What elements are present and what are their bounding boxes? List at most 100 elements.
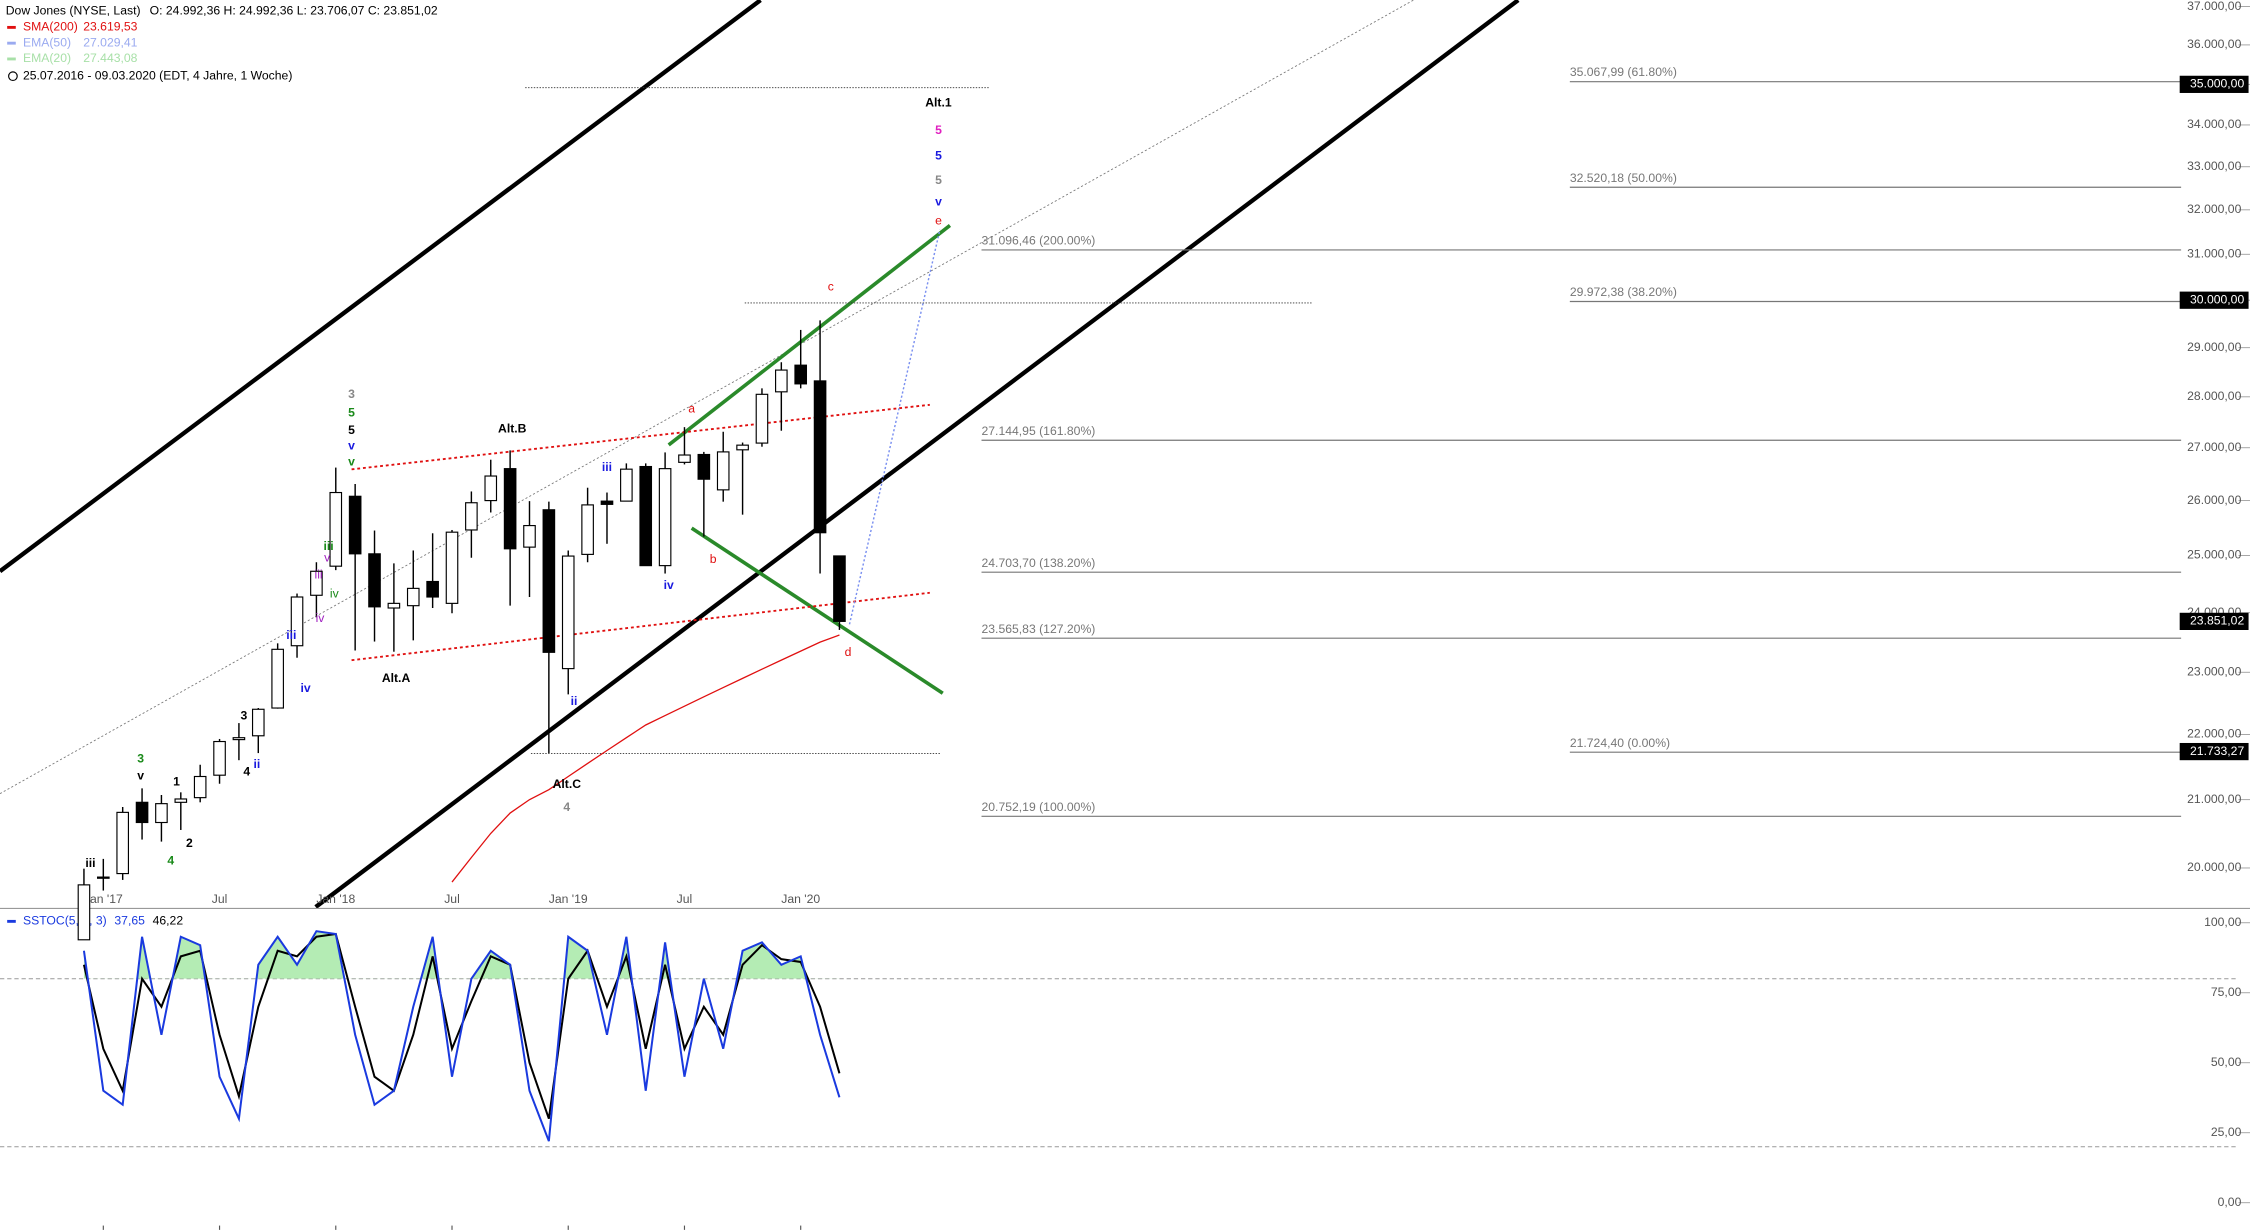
fib-label: 29.972,38 (38.20%)	[1570, 285, 1677, 299]
wave-label: 4	[167, 853, 174, 867]
price-tag-label: 23.851,02	[2190, 614, 2244, 628]
wave-label: Alt.C	[553, 777, 582, 791]
y-tick-label: 100,00	[2204, 915, 2241, 929]
candle-body	[523, 525, 536, 548]
candle-body	[581, 504, 594, 555]
legend-value: 23.619,53	[83, 20, 137, 34]
y-tick-label: 37.000,00	[2187, 0, 2241, 13]
candle-body	[775, 369, 788, 393]
candle-body	[251, 708, 265, 737]
candle-body	[678, 454, 691, 463]
candle-body	[368, 553, 381, 608]
wave-label: 3	[348, 387, 355, 401]
candle-body	[77, 884, 91, 941]
candle-body	[329, 491, 343, 567]
y-tick-label: 29.000,00	[2187, 340, 2241, 354]
wave-label: v	[324, 551, 331, 565]
title: Dow Jones (NYSE, Last)	[6, 4, 141, 18]
price-tag	[2179, 291, 2249, 309]
stoch-legend: SSTOC(5, 5, 3) 37,65 46,22	[23, 914, 183, 928]
candle-body	[833, 555, 846, 622]
candle-body	[426, 580, 439, 598]
candle-body	[465, 502, 478, 531]
candle-body	[697, 453, 711, 480]
stoch-line	[82, 930, 841, 1142]
wave-label: ii	[253, 757, 260, 771]
wave-label: 5	[935, 173, 942, 187]
price-tag	[2179, 75, 2249, 93]
y-tick-label: 22.000,00	[2187, 727, 2241, 741]
wave-label: d	[845, 645, 852, 659]
candle-body	[813, 380, 827, 534]
candle-body	[406, 587, 420, 607]
candle-body	[484, 475, 498, 502]
candle-body	[755, 393, 769, 444]
wave-label: Alt.A	[382, 671, 411, 685]
legend-swatch	[7, 25, 16, 29]
legend-swatch	[7, 57, 16, 61]
candle-body	[174, 798, 188, 803]
wave-label: 5	[348, 423, 355, 437]
wave-label: v	[935, 195, 942, 209]
candle-body	[232, 737, 246, 741]
wave-label: iii	[85, 856, 95, 870]
x-tick-label: Jul	[444, 892, 460, 906]
y-tick-label: 28.000,00	[2187, 389, 2241, 403]
wave-label: iv	[664, 578, 674, 592]
ohlc: O: 24.992,36 H: 24.992,36 L: 23.706,07 C…	[150, 4, 438, 18]
candle-body	[290, 596, 304, 647]
price-tag	[2179, 742, 2249, 761]
fib-label: 31.096,46 (200.00%)	[982, 234, 1096, 248]
candle-body	[445, 531, 459, 604]
wave-label: iii	[286, 628, 296, 642]
wave-label: Alt.B	[498, 421, 527, 435]
fib-label: 20.752,19 (100.00%)	[982, 800, 1096, 814]
candle-body	[97, 876, 110, 879]
wave-label: iii	[314, 568, 322, 582]
wave-label: iii	[324, 539, 334, 553]
candle-body	[716, 451, 730, 491]
price-tag	[2179, 612, 2249, 630]
y-tick-label: 75,00	[2211, 985, 2242, 999]
candle-body	[736, 444, 749, 451]
stoch-d: 46,22	[153, 914, 184, 928]
candle-body	[600, 500, 614, 505]
candle-body	[155, 803, 168, 824]
x-tick-label: Jan '19	[549, 892, 588, 906]
wave-label: a	[688, 401, 695, 415]
wave-label: iv	[316, 611, 326, 625]
candle-body	[310, 570, 323, 596]
candle-body	[135, 801, 149, 824]
fib-label: 32.520,18 (50.00%)	[1570, 171, 1677, 185]
price-tag-label: 35.000,00	[2190, 77, 2244, 91]
y-tick-label: 33.000,00	[2187, 159, 2241, 173]
legend-name: EMA(50)	[23, 35, 71, 49]
candle-body	[794, 364, 808, 385]
wave-label: e	[935, 213, 942, 227]
y-tick-label: 27.000,00	[2187, 440, 2241, 454]
x-tick-label: Jan '18	[316, 892, 355, 906]
candle-body	[348, 495, 362, 555]
wave-label: 1	[173, 774, 180, 788]
price-tag-label: 30.000,00	[2190, 292, 2244, 306]
wave-label: 5	[348, 406, 355, 420]
fib-label: 24.703,70 (138.20%)	[982, 556, 1096, 570]
y-tick-label: 0,00	[2218, 1195, 2242, 1209]
wave-label: v	[348, 454, 355, 468]
legend-swatch	[7, 919, 16, 923]
candle-body	[503, 468, 517, 550]
y-tick-label: 26.000,00	[2187, 493, 2241, 507]
wave-label: iv	[330, 586, 340, 600]
y-tick-label: 36.000,00	[2187, 37, 2241, 51]
wave-label: 4	[563, 800, 570, 814]
price-tag-label: 21.733,27	[2190, 744, 2244, 758]
period: 25.07.2016 - 09.03.2020 (EDT, 4 Jahre, 1…	[23, 68, 292, 82]
wave-label: 2	[186, 836, 193, 850]
wave-label: 5	[935, 123, 942, 137]
wave-label: 5	[935, 149, 942, 163]
legend-value: 27.029,41	[83, 35, 137, 49]
candle-body	[193, 775, 207, 799]
legend-name: EMA(20)	[23, 51, 71, 65]
stoch-title: SSTOC(5, 5, 3)	[23, 914, 107, 928]
candle-body	[271, 648, 284, 709]
